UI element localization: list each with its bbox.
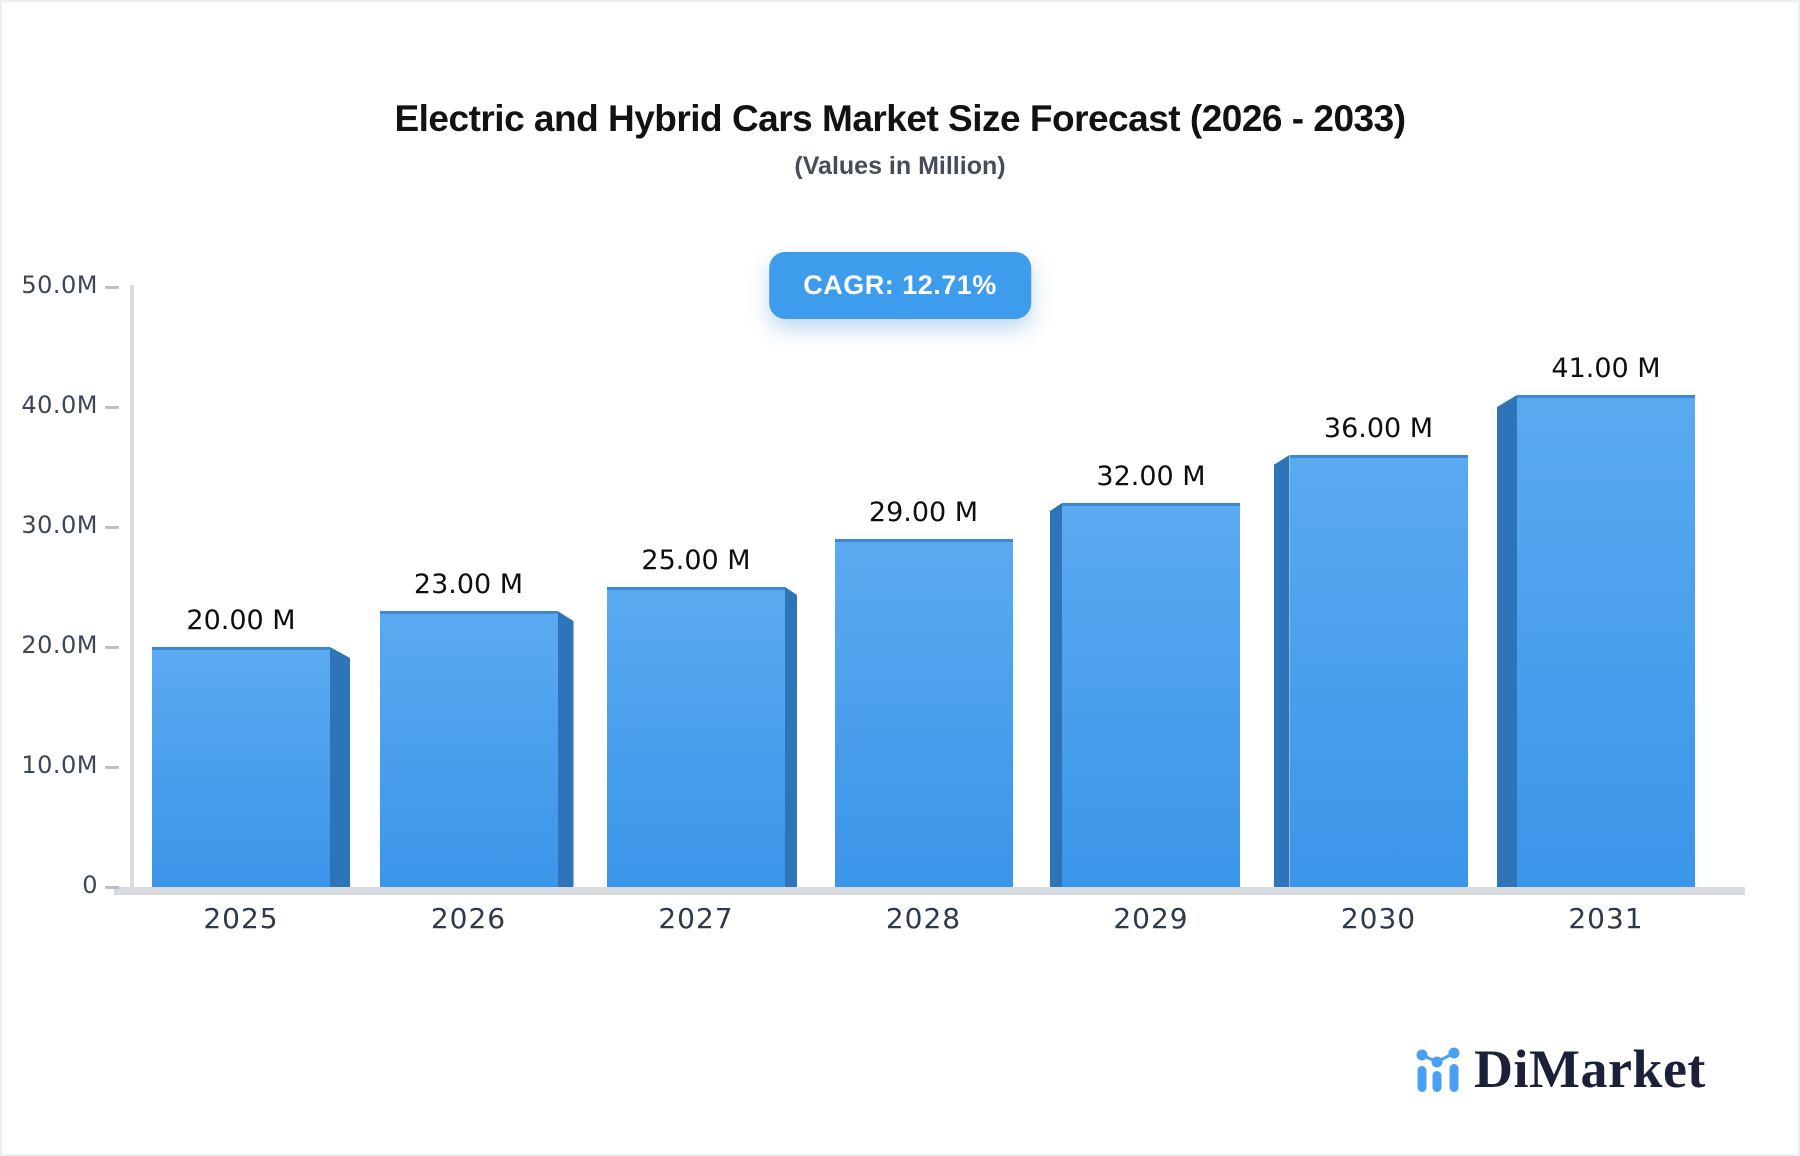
y-tick-mark bbox=[105, 646, 119, 649]
x-axis-year-label: 2030 bbox=[1340, 902, 1417, 935]
logo-text: DiMarket bbox=[1474, 1039, 1706, 1099]
y-tick-mark bbox=[105, 766, 119, 769]
cagr-badge-label: CAGR: 12.71% bbox=[803, 270, 997, 300]
x-axis-year-label: 2028 bbox=[885, 902, 962, 935]
y-tick-mark bbox=[105, 886, 119, 889]
y-axis-line bbox=[130, 285, 134, 895]
y-tick-label: 0 bbox=[82, 871, 98, 899]
bar-value-label: 29.00 M bbox=[868, 497, 979, 528]
y-tick-label: 20.0M bbox=[21, 631, 98, 659]
bar-value-label: 23.00 M bbox=[413, 569, 524, 600]
bar-value-label: 41.00 M bbox=[1551, 353, 1661, 384]
bar-side-bevel bbox=[1497, 395, 1517, 887]
x-axis-year-label: 2029 bbox=[1113, 902, 1189, 935]
bar-2027 bbox=[607, 587, 785, 887]
bar-value-label: 36.00 M bbox=[1323, 413, 1434, 444]
x-axis-year-label: 2027 bbox=[658, 902, 734, 935]
bar-side-bevel bbox=[1273, 455, 1290, 887]
dimarket-logo: DiMarket bbox=[1414, 1042, 1706, 1096]
bar-side-bevel bbox=[330, 647, 350, 887]
bar-2031 bbox=[1517, 395, 1695, 887]
bar-2026 bbox=[379, 611, 558, 887]
bar-2029 bbox=[1062, 503, 1240, 887]
x-axis-baseline bbox=[114, 887, 1745, 895]
bar-2025 bbox=[152, 647, 330, 887]
x-axis-year-label: 2026 bbox=[430, 902, 507, 935]
y-tick-label: 30.0M bbox=[21, 511, 98, 539]
bar-value-label: 32.00 M bbox=[1096, 461, 1206, 492]
x-axis-year-label: 2031 bbox=[1568, 902, 1644, 935]
bar-chart-dots-icon bbox=[1416, 1047, 1460, 1092]
bar-side-bevel bbox=[785, 587, 797, 887]
bar-side-bevel bbox=[1050, 503, 1062, 887]
x-axis-year-label: 2025 bbox=[203, 902, 279, 935]
bar-side-bevel bbox=[557, 611, 574, 887]
y-tick-label: 40.0M bbox=[21, 391, 98, 419]
cagr-badge: CAGR: 12.71% bbox=[769, 252, 1031, 319]
bar-value-label: 20.00 M bbox=[186, 605, 296, 636]
bar-2028 bbox=[834, 539, 1013, 887]
chart-title: Electric and Hybrid Cars Market Size For… bbox=[394, 98, 1406, 139]
bar-value-label: 25.00 M bbox=[641, 545, 751, 576]
bar-2030 bbox=[1289, 455, 1468, 887]
y-tick-label: 50.0M bbox=[21, 271, 98, 299]
chart-subtitle: (Values in Million) bbox=[794, 152, 1006, 180]
y-tick-mark bbox=[105, 526, 119, 529]
y-tick-mark bbox=[105, 406, 119, 409]
y-tick-mark bbox=[105, 286, 119, 289]
y-tick-label: 10.0M bbox=[21, 751, 98, 779]
